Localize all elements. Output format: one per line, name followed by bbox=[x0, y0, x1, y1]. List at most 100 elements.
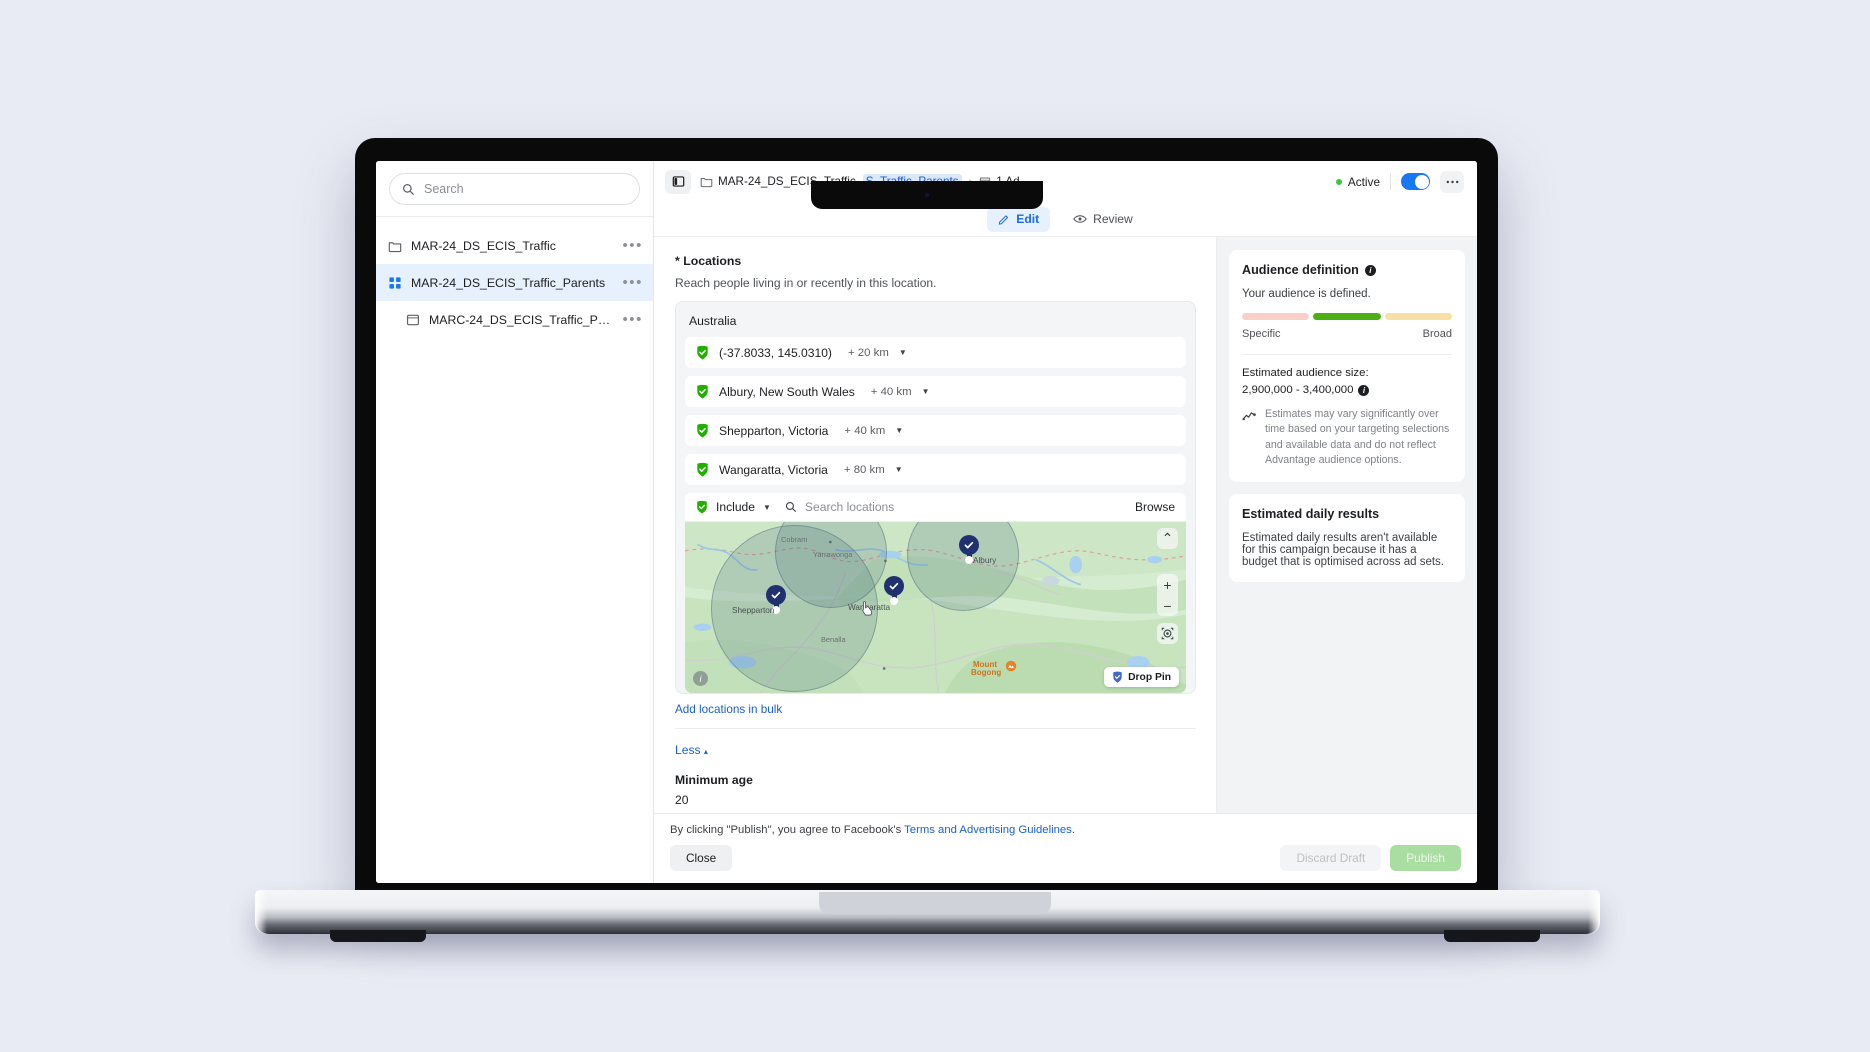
divider bbox=[1242, 354, 1452, 355]
info-icon[interactable]: i bbox=[693, 671, 708, 686]
less-label: Less bbox=[675, 743, 701, 757]
terms-suffix: . bbox=[1071, 824, 1075, 836]
sidebar-item-ad[interactable]: MARC-24_DS_ECIS_Traffic_Parent… ••• bbox=[376, 301, 653, 338]
sidebar-divider bbox=[376, 216, 653, 217]
divider bbox=[1390, 173, 1391, 190]
location-include-icon bbox=[697, 462, 708, 477]
pin-icon bbox=[1113, 671, 1122, 683]
map-label: Cobram bbox=[781, 535, 808, 544]
chevron-down-icon[interactable]: ▼ bbox=[894, 465, 903, 474]
minimum-age-label: Minimum age bbox=[675, 773, 753, 787]
locations-map[interactable]: Cobram Yarrawonga Albury Shepparton Wang… bbox=[685, 522, 1186, 693]
audience-definition-title: Audience definition bbox=[1242, 263, 1359, 277]
map-label: Albury bbox=[973, 556, 997, 565]
laptop-notch bbox=[810, 181, 1043, 209]
terms-prefix: By clicking "Publish", you agree to Face… bbox=[670, 824, 905, 836]
map-label: Mount bbox=[973, 660, 997, 669]
location-row[interactable]: Wangaratta, Victoria + 80 km ▼ bbox=[685, 454, 1186, 485]
estimated-daily-results-card: Estimated daily results Estimated daily … bbox=[1229, 494, 1465, 583]
map-label: Benalla bbox=[821, 635, 846, 644]
mountain-marker-icon bbox=[1005, 660, 1017, 672]
tab-edit[interactable]: Edit bbox=[987, 206, 1051, 232]
top-bar: MAR-24_DS_ECIS_Traffic S_Traffic_Parents… bbox=[654, 161, 1477, 202]
sidebar-item-adset[interactable]: MAR-24_DS_ECIS_Traffic_Parents ••• bbox=[376, 264, 653, 301]
location-include-icon bbox=[697, 500, 707, 514]
footer-actions: Close Discard Draft Publish bbox=[670, 845, 1461, 871]
sidebar-toggle-icon[interactable] bbox=[665, 169, 691, 194]
shepparton-pin[interactable] bbox=[766, 585, 786, 614]
sidebar-search-wrap: Search bbox=[376, 161, 653, 216]
divider bbox=[675, 728, 1196, 729]
ad-icon bbox=[407, 314, 419, 325]
info-icon[interactable]: i bbox=[1364, 264, 1376, 276]
location-search-input[interactable]: Search locations bbox=[804, 500, 895, 514]
location-include-icon bbox=[697, 423, 708, 438]
info-icon[interactable]: i bbox=[1358, 384, 1370, 396]
location-row[interactable]: Albury, New South Wales + 40 km ▼ bbox=[685, 376, 1186, 407]
close-button[interactable]: Close bbox=[670, 845, 733, 871]
grid-icon bbox=[389, 276, 401, 289]
audience-definition-card: Audience definition i Your audience is d… bbox=[1229, 250, 1465, 483]
check-icon bbox=[771, 591, 781, 599]
include-mode-label[interactable]: Include bbox=[716, 500, 755, 514]
active-toggle[interactable] bbox=[1401, 173, 1430, 190]
location-row[interactable]: (-37.8033, 145.0310) + 20 km ▼ bbox=[685, 337, 1186, 368]
pencil-icon bbox=[999, 215, 1009, 225]
chevron-up-icon[interactable]: ⌃ bbox=[1161, 530, 1174, 546]
map-pan-up-control[interactable]: ⌃ bbox=[1157, 528, 1178, 549]
meter-labels: Specific Broad bbox=[1242, 328, 1452, 340]
add-locations-in-bulk-link[interactable]: Add locations in bulk bbox=[675, 703, 783, 716]
edit-review-tabs: Edit Review bbox=[654, 202, 1477, 236]
search-input[interactable]: Search bbox=[389, 173, 640, 205]
daily-results-title: Estimated daily results bbox=[1242, 507, 1380, 522]
zoom-out-icon[interactable]: − bbox=[1163, 597, 1172, 614]
tab-label: Review bbox=[1093, 212, 1133, 226]
status-label: Active bbox=[1347, 174, 1380, 189]
map-zoom-controls[interactable]: + − bbox=[1157, 574, 1178, 616]
section-help-text: Reach people living in or recently in th… bbox=[675, 276, 937, 290]
drop-pin-label: Drop Pin bbox=[1128, 671, 1171, 683]
ellipsis-icon[interactable] bbox=[1440, 170, 1464, 193]
location-radius: + 40 km bbox=[870, 385, 912, 398]
zoom-in-icon[interactable]: + bbox=[1163, 576, 1172, 593]
row-menu-icon[interactable]: ••• bbox=[622, 237, 643, 254]
locate-me-glyph bbox=[1161, 627, 1174, 640]
chevron-down-icon[interactable]: ▼ bbox=[763, 502, 771, 512]
daily-results-body: Estimated daily results aren't available… bbox=[1242, 532, 1444, 569]
map-locate-control[interactable] bbox=[1157, 623, 1178, 644]
tab-review[interactable]: Review bbox=[1062, 207, 1144, 232]
browse-button[interactable]: Browse bbox=[1134, 500, 1175, 514]
wangaratta-pin[interactable] bbox=[884, 576, 904, 605]
location-radius: + 80 km bbox=[843, 463, 885, 476]
laptop-screen: Search MAR-24_DS_ECIS_Traffic ••• bbox=[376, 161, 1477, 883]
chevron-down-icon[interactable]: ▼ bbox=[895, 426, 904, 435]
meter-segment-current bbox=[1312, 313, 1382, 320]
sidebar-toggle-glyph bbox=[672, 176, 684, 187]
chevron-down-icon[interactable]: ▼ bbox=[898, 348, 907, 357]
estimate-value: 2,900,000 - 3,400,000 bbox=[1242, 384, 1354, 396]
row-menu-icon[interactable]: ••• bbox=[622, 274, 643, 291]
check-icon bbox=[889, 582, 899, 590]
estimate-label: Estimated audience size: bbox=[1242, 367, 1369, 379]
sidebar-item-label: MAR-24_DS_ECIS_Traffic_Parents bbox=[411, 275, 606, 290]
less-toggle[interactable]: Less ▴ bbox=[675, 743, 1196, 757]
sidebar-item-campaign[interactable]: MAR-24_DS_ECIS_Traffic ••• bbox=[376, 227, 653, 264]
folder-icon bbox=[700, 177, 713, 188]
locate-me-icon[interactable] bbox=[1157, 623, 1178, 644]
trend-chart-icon bbox=[1242, 412, 1256, 421]
albury-pin[interactable] bbox=[959, 535, 979, 564]
row-menu-icon[interactable]: ••• bbox=[622, 311, 643, 328]
locations-panel: Australia (-37.8033, 145.0310) + 20 km ▼ bbox=[675, 301, 1196, 694]
terms-link[interactable]: Terms and Advertising Guidelines bbox=[904, 824, 1072, 836]
location-row[interactable]: Shepparton, Victoria + 40 km ▼ bbox=[685, 415, 1186, 446]
drop-pin-button[interactable]: Drop Pin bbox=[1104, 667, 1179, 687]
ads-manager-app: Search MAR-24_DS_ECIS_Traffic ••• bbox=[376, 161, 1477, 883]
meter-segment-broad bbox=[1385, 313, 1452, 320]
body: * Locations Reach people living in or re… bbox=[654, 236, 1477, 813]
terms-text: By clicking "Publish", you agree to Face… bbox=[670, 824, 1461, 836]
check-icon bbox=[964, 541, 974, 549]
estimated-audience-size: Estimated audience size: 2,900,000 - 3,4… bbox=[1242, 367, 1452, 396]
meter-label-specific: Specific bbox=[1242, 328, 1281, 340]
chevron-down-icon[interactable]: ▼ bbox=[921, 387, 930, 396]
